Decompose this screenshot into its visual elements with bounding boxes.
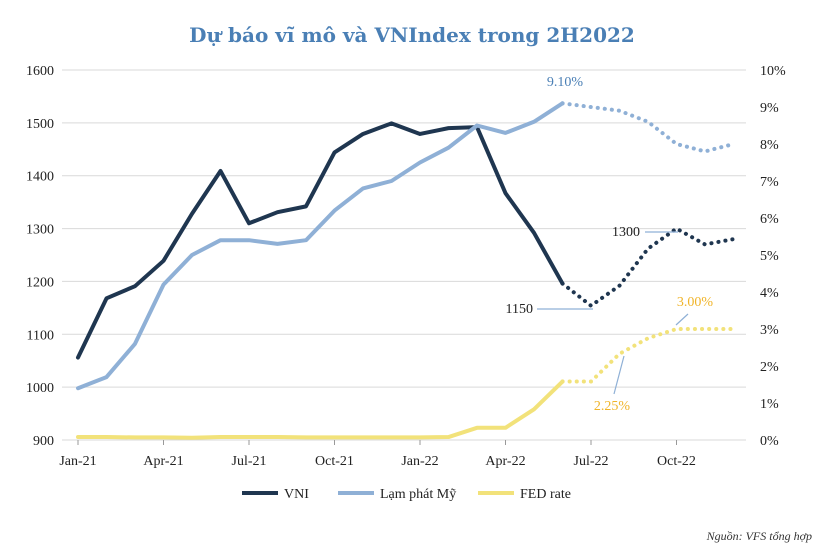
x-tick-label: Jul-21: [232, 454, 267, 469]
y-left-tick-label: 1300: [26, 223, 54, 238]
axis-labels: 900 1000 1100 1200 1300 1400 1500 1600 0% 1% 2% 3% 4…: [26, 64, 786, 469]
grid: [62, 69, 746, 445]
x-tick-label: Oct-21: [315, 454, 354, 469]
inflation-legend-label: Lạm phát Mỹ: [380, 487, 456, 502]
y-left-tick-label: 1600: [26, 64, 54, 79]
y-left-tick-label: 1100: [27, 328, 54, 343]
annotation-inflation-peak: 9.10%: [547, 75, 584, 90]
x-tick-label: Apr-22: [485, 454, 525, 469]
inflation-line: [76, 101, 565, 391]
y-left-tick-label: 900: [33, 434, 54, 449]
y-left-tick-label: 1000: [26, 381, 54, 396]
legend: VNI Lạm phát Mỹ FED rate: [242, 487, 571, 502]
inflation-forecast-line: [560, 101, 736, 154]
x-tick-label: Jan-21: [59, 454, 96, 469]
x-tick-label: Jul-22: [574, 454, 609, 469]
y-left-tick-label: 1200: [26, 275, 54, 290]
y-right-tick-label: 5%: [760, 249, 779, 264]
y-right-tick-label: 9%: [760, 101, 779, 116]
annotations: 9.10% 1300 1150 3.00% 2.25%: [506, 75, 714, 414]
series-lines: [76, 101, 736, 440]
y-right-tick-label: 7%: [760, 175, 779, 190]
x-tick-label: Jan-22: [401, 454, 438, 469]
fed-forecast-line: [560, 327, 736, 384]
y-right-tick-label: 8%: [760, 138, 779, 153]
annotation-fed-3: 3.00%: [677, 295, 714, 310]
fed-legend-label: FED rate: [520, 487, 571, 502]
y-right-tick-label: 10%: [760, 64, 786, 79]
vni-legend-label: VNI: [284, 487, 309, 502]
x-tick-label: Oct-22: [657, 454, 696, 469]
chart-title: Dự báo vĩ mô và VNIndex trong 2H2022: [189, 23, 635, 47]
y-right-tick-label: 4%: [760, 286, 779, 301]
annotation-fed-225: 2.25%: [594, 399, 631, 414]
vni-line: [76, 121, 565, 360]
y-right-tick-label: 2%: [760, 360, 779, 375]
annotation-vni-1150: 1150: [506, 302, 533, 317]
annotation-leader: [675, 313, 689, 326]
y-left-tick-label: 1500: [26, 117, 54, 132]
y-right-tick-label: 1%: [760, 397, 779, 412]
x-tick-label: Apr-21: [143, 454, 183, 469]
vni-forecast-line: [560, 226, 736, 309]
fed-line: [76, 379, 565, 440]
annotation-vni-1300: 1300: [612, 225, 640, 240]
y-right-tick-label: 0%: [760, 434, 779, 449]
y-right-tick-label: 3%: [760, 323, 779, 338]
annotation-leader: [613, 355, 625, 395]
y-left-tick-label: 1400: [26, 170, 54, 185]
y-right-tick-label: 6%: [760, 212, 779, 227]
source-note: Nguồn: VFS tổng hợp: [706, 529, 812, 543]
